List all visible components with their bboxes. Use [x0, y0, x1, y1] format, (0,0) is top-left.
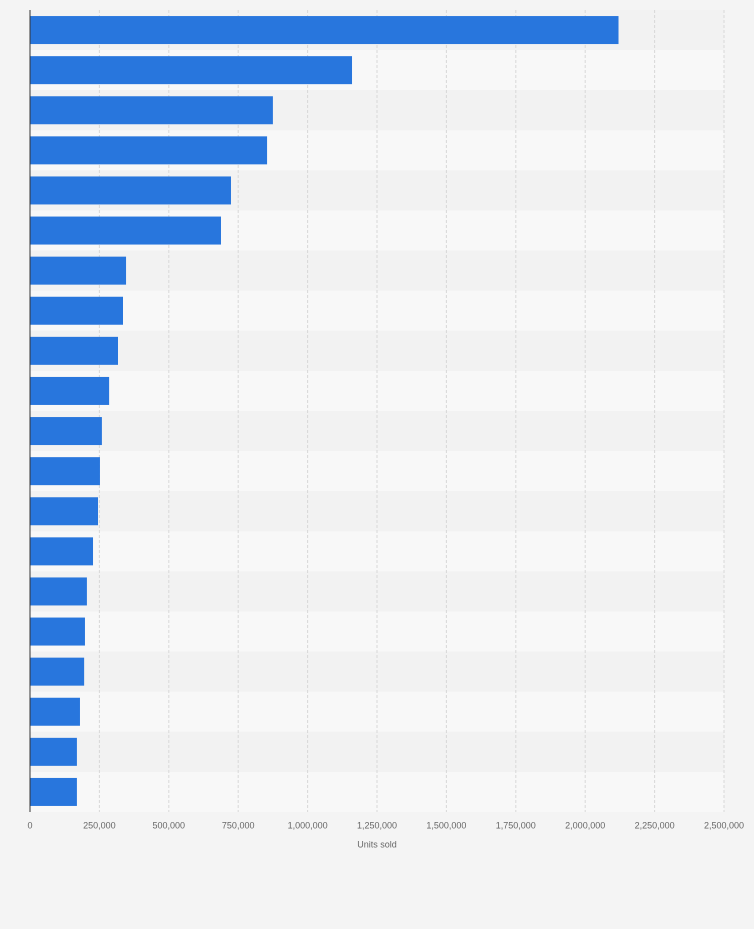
x-axis-label: Units sold: [357, 839, 397, 849]
bar: [30, 16, 619, 45]
x-tick-label: 750,000: [222, 820, 255, 830]
bar: [30, 56, 353, 85]
bar: [30, 737, 77, 766]
x-tick-label: 250,000: [83, 820, 116, 830]
bar: [30, 417, 102, 446]
bar: [30, 657, 85, 686]
bar: [30, 497, 99, 526]
bar: [30, 617, 85, 646]
bar: [30, 577, 87, 606]
bar: [30, 216, 221, 245]
bar: [30, 697, 80, 726]
bar: [30, 96, 273, 125]
bar: [30, 336, 118, 365]
x-tick-label: 1,000,000: [288, 820, 328, 830]
bar: [30, 176, 231, 205]
bar: [30, 136, 268, 165]
bar: [30, 777, 77, 806]
bar: [30, 376, 110, 405]
x-tick-label: 2,250,000: [635, 820, 675, 830]
bar: [30, 457, 100, 486]
x-tick-label: 2,000,000: [565, 820, 605, 830]
bar: [30, 256, 127, 285]
x-tick-label: 2,500,000: [704, 820, 744, 830]
x-tick-label: 0: [27, 820, 32, 830]
bar: [30, 537, 94, 566]
x-tick-label: 1,250,000: [357, 820, 397, 830]
bar: [30, 296, 123, 325]
x-tick-label: 1,500,000: [426, 820, 466, 830]
x-tick-label: 500,000: [153, 820, 186, 830]
x-tick-label: 1,750,000: [496, 820, 536, 830]
